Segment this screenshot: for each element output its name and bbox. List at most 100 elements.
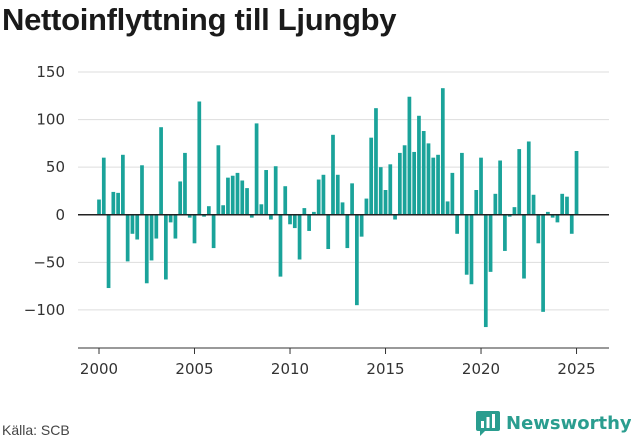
bar (512, 207, 517, 215)
bar (135, 214, 140, 240)
bar (230, 175, 235, 215)
y-tick-label: 0 (55, 206, 65, 224)
bar (316, 179, 321, 215)
bar (464, 214, 469, 275)
bar (574, 150, 579, 215)
x-tick-label: 2020 (462, 360, 500, 378)
bar (259, 204, 264, 215)
bar (216, 145, 221, 215)
bar (378, 167, 383, 215)
bar (526, 141, 531, 215)
x-axis-ticks: 2000 2005 2010 2015 2020 2025 (80, 348, 596, 378)
bar (269, 214, 273, 220)
bar (364, 198, 369, 215)
bar (550, 214, 555, 218)
bar (144, 214, 149, 284)
bar (292, 214, 297, 229)
bar (249, 214, 254, 218)
bar (431, 157, 436, 215)
bar (369, 137, 374, 215)
bar (335, 174, 340, 215)
bar (235, 172, 240, 215)
bar (388, 164, 393, 215)
x-tick-label: 2025 (557, 360, 595, 378)
bar (531, 194, 536, 215)
bar (211, 214, 216, 249)
y-tick-label: 50 (46, 158, 65, 176)
bar (560, 193, 565, 215)
x-tick-label: 2005 (175, 360, 213, 378)
bar (121, 154, 125, 215)
bar (240, 180, 245, 215)
bar (264, 170, 268, 215)
bar (97, 199, 101, 215)
bar (173, 214, 178, 239)
x-tick-label: 2015 (366, 360, 404, 378)
bar (183, 152, 187, 215)
bar (440, 88, 445, 215)
bar (498, 160, 502, 215)
bar (536, 214, 541, 244)
bar (417, 115, 421, 215)
bar (488, 214, 493, 272)
bar (288, 214, 292, 225)
bar (278, 214, 283, 277)
bars (97, 88, 579, 328)
newsworthy-logo: Newsworthy (476, 409, 631, 437)
bar (226, 177, 230, 215)
x-tick-label: 2000 (80, 360, 118, 378)
bar (355, 214, 359, 306)
bar (140, 165, 144, 215)
bar (383, 190, 388, 215)
bar (101, 157, 106, 215)
bar (340, 202, 345, 215)
bar (426, 143, 431, 215)
y-axis-ticks: 150 100 50 0 −50 −100 (24, 63, 65, 319)
chart-title: Nettoinflyttning till Ljungby (2, 2, 397, 37)
bar (407, 96, 412, 215)
bar (221, 205, 226, 215)
bar (350, 183, 354, 215)
bar (445, 201, 450, 215)
bar (106, 214, 111, 289)
source-label: Källa: SCB (2, 422, 70, 438)
x-tick-label: 2010 (271, 360, 309, 378)
bar (517, 149, 522, 215)
bar (254, 123, 259, 215)
bar (359, 214, 364, 237)
bar (302, 208, 307, 215)
bar (412, 151, 417, 215)
bar (111, 191, 116, 215)
bar (436, 154, 440, 215)
bar (421, 131, 426, 215)
bar (460, 152, 464, 215)
bar (503, 214, 507, 251)
bar (149, 214, 154, 261)
bar (125, 214, 130, 262)
bar (455, 214, 460, 234)
bar (450, 172, 455, 215)
bar (493, 193, 498, 215)
bar (402, 145, 407, 215)
bar (393, 214, 397, 220)
bar (245, 188, 249, 215)
y-tick-label: −100 (24, 301, 65, 319)
bar (469, 214, 474, 285)
bar (312, 211, 316, 215)
bar (307, 214, 311, 231)
bar (507, 214, 512, 217)
bar (522, 214, 526, 279)
brand-name: Newsworthy (506, 412, 631, 434)
bar (331, 134, 335, 215)
bar (130, 214, 135, 234)
y-tick-label: −50 (33, 253, 65, 271)
bar (479, 157, 483, 215)
bar (192, 214, 197, 244)
bar (197, 101, 202, 215)
bar (154, 214, 159, 239)
bar (168, 214, 173, 223)
y-tick-label: 150 (36, 63, 65, 81)
bar (483, 214, 488, 328)
bar (397, 152, 402, 215)
